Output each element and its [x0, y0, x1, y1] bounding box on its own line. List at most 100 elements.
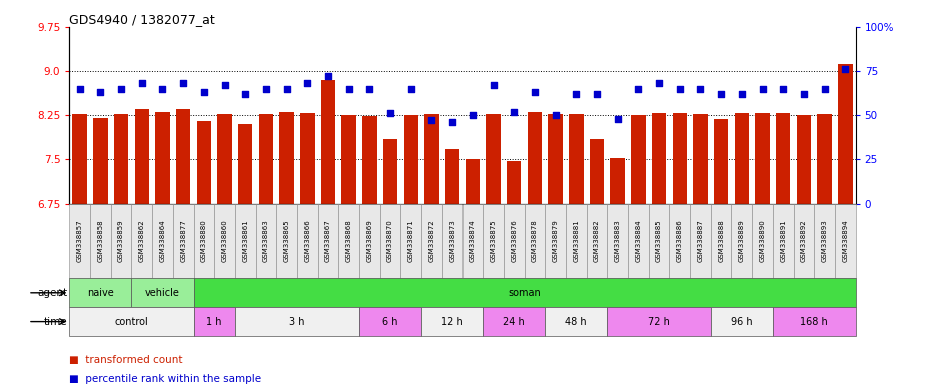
- Bar: [652, 113, 666, 204]
- Text: GSM338879: GSM338879: [552, 220, 559, 262]
- Point: [300, 80, 314, 86]
- Bar: [586, 204, 608, 278]
- Bar: [445, 149, 460, 204]
- Bar: [483, 307, 545, 336]
- Text: GSM338886: GSM338886: [677, 220, 683, 262]
- Bar: [255, 204, 277, 278]
- Text: GSM338877: GSM338877: [180, 220, 186, 262]
- Text: GSM338883: GSM338883: [615, 220, 621, 262]
- Point: [487, 82, 501, 88]
- Bar: [818, 114, 832, 204]
- Bar: [111, 204, 131, 278]
- Text: control: control: [115, 316, 148, 327]
- Text: GSM338880: GSM338880: [201, 220, 207, 262]
- Bar: [794, 204, 814, 278]
- Bar: [710, 204, 732, 278]
- Text: GSM338863: GSM338863: [263, 220, 269, 262]
- Text: 3 h: 3 h: [290, 316, 304, 327]
- Text: GSM338872: GSM338872: [428, 220, 435, 262]
- Bar: [152, 204, 173, 278]
- Bar: [421, 204, 442, 278]
- Bar: [383, 139, 398, 204]
- Bar: [504, 204, 524, 278]
- Text: 168 h: 168 h: [800, 316, 828, 327]
- Text: GSM338893: GSM338893: [821, 220, 828, 262]
- Bar: [465, 159, 480, 204]
- Bar: [134, 109, 149, 204]
- Bar: [317, 204, 339, 278]
- Bar: [507, 161, 522, 204]
- Bar: [710, 307, 773, 336]
- Bar: [752, 204, 773, 278]
- Point: [383, 110, 398, 116]
- Bar: [734, 113, 749, 204]
- Text: GSM338857: GSM338857: [77, 220, 82, 262]
- Point: [176, 80, 191, 86]
- Text: GSM338876: GSM338876: [512, 220, 517, 262]
- Text: 12 h: 12 h: [441, 316, 463, 327]
- Point: [838, 66, 853, 72]
- Point: [114, 86, 129, 92]
- Bar: [69, 307, 193, 336]
- Point: [714, 91, 729, 97]
- Bar: [403, 115, 418, 204]
- Point: [258, 86, 274, 92]
- Text: GSM338867: GSM338867: [325, 220, 331, 262]
- Text: 24 h: 24 h: [503, 316, 525, 327]
- Bar: [442, 204, 462, 278]
- Text: time: time: [43, 316, 68, 327]
- Text: naive: naive: [87, 288, 114, 298]
- Bar: [401, 204, 421, 278]
- Bar: [838, 64, 853, 204]
- Text: 72 h: 72 h: [648, 316, 670, 327]
- Bar: [69, 204, 90, 278]
- Bar: [259, 114, 273, 204]
- Bar: [670, 204, 690, 278]
- Point: [589, 91, 604, 97]
- Text: GSM338861: GSM338861: [242, 220, 248, 262]
- Bar: [483, 204, 504, 278]
- Point: [672, 86, 687, 92]
- Text: GDS4940 / 1382077_at: GDS4940 / 1382077_at: [69, 13, 216, 26]
- Text: 96 h: 96 h: [731, 316, 753, 327]
- Text: GSM338875: GSM338875: [490, 220, 497, 262]
- Bar: [235, 204, 255, 278]
- Text: GSM338891: GSM338891: [780, 220, 786, 262]
- Bar: [114, 114, 129, 204]
- Bar: [193, 204, 215, 278]
- Bar: [796, 115, 811, 204]
- Bar: [341, 115, 356, 204]
- Text: GSM338889: GSM338889: [739, 220, 745, 262]
- Point: [796, 91, 811, 97]
- Bar: [631, 115, 646, 204]
- Bar: [176, 109, 191, 204]
- Text: GSM338870: GSM338870: [387, 220, 393, 262]
- Bar: [773, 204, 794, 278]
- Bar: [545, 307, 608, 336]
- Bar: [425, 114, 438, 204]
- Bar: [608, 204, 628, 278]
- Point: [569, 91, 584, 97]
- Bar: [648, 204, 670, 278]
- Text: GSM338873: GSM338873: [450, 220, 455, 262]
- Text: GSM338859: GSM338859: [118, 220, 124, 262]
- Bar: [155, 112, 169, 204]
- Bar: [814, 204, 835, 278]
- Bar: [549, 114, 562, 204]
- Bar: [693, 114, 708, 204]
- Bar: [690, 204, 710, 278]
- Point: [776, 86, 791, 92]
- Point: [424, 118, 438, 124]
- Text: GSM338881: GSM338881: [574, 220, 579, 262]
- Bar: [131, 278, 193, 307]
- Bar: [69, 278, 131, 307]
- Point: [217, 82, 232, 88]
- Bar: [279, 112, 294, 204]
- Point: [134, 80, 149, 86]
- Text: GSM338874: GSM338874: [470, 220, 475, 262]
- Point: [610, 116, 625, 122]
- Bar: [569, 114, 584, 204]
- Bar: [90, 204, 111, 278]
- Point: [693, 86, 708, 92]
- Bar: [339, 204, 359, 278]
